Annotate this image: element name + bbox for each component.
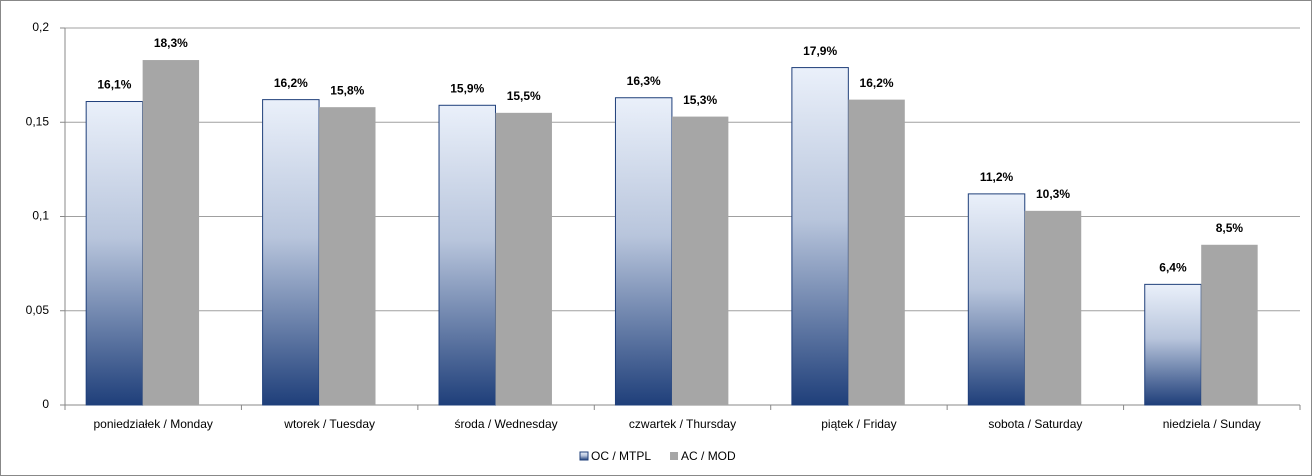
bar [495, 112, 552, 405]
bar [1144, 283, 1202, 406]
x-tick-label: piątek / Friday [821, 417, 896, 431]
y-tick-label: 0,2 [32, 20, 49, 34]
x-tick-label: sobota / Saturday [988, 417, 1082, 431]
bar [262, 99, 320, 406]
bar [614, 97, 673, 406]
value-label: 6,4% [1159, 261, 1187, 275]
bar [438, 104, 496, 406]
value-label: 16,2% [274, 76, 308, 90]
value-label: 10,3% [1036, 187, 1070, 201]
x-tick-label: czwartek / Thursday [629, 417, 736, 431]
bar [1024, 210, 1082, 405]
bar [848, 99, 905, 405]
value-label: 15,3% [683, 93, 717, 107]
y-tick-label: 0,05 [26, 303, 50, 317]
y-tick-label: 0,15 [26, 114, 50, 128]
bar [319, 107, 376, 406]
x-tick-label: poniedziałek / Monday [94, 417, 213, 431]
value-label: 15,5% [507, 89, 541, 103]
bar [142, 60, 200, 406]
bar [671, 116, 729, 405]
legend-swatch [579, 451, 589, 461]
x-tick-label: środa / Wednesday [454, 417, 557, 431]
legend-label: AC / MOD [681, 449, 736, 463]
legend-label: OC / MTPL [591, 449, 651, 463]
legend-swatch [670, 452, 679, 460]
bar [967, 193, 1026, 406]
x-tick-label: wtorek / Tuesday [283, 417, 375, 431]
value-label: 17,9% [803, 44, 837, 58]
y-tick-label: 0 [42, 397, 49, 411]
bar [791, 67, 849, 406]
value-label: 16,1% [97, 78, 131, 92]
value-label: 15,8% [330, 83, 364, 97]
bar [1201, 244, 1258, 405]
value-label: 16,2% [860, 76, 894, 90]
value-label: 16,3% [627, 74, 661, 88]
value-label: 8,5% [1216, 221, 1244, 235]
y-tick-label: 0,1 [32, 209, 49, 223]
bar [85, 101, 144, 406]
value-label: 11,2% [980, 170, 1014, 184]
x-tick-label: niedziela / Sunday [1163, 417, 1261, 431]
value-label: 18,3% [154, 36, 188, 50]
value-label: 15,9% [450, 81, 484, 95]
